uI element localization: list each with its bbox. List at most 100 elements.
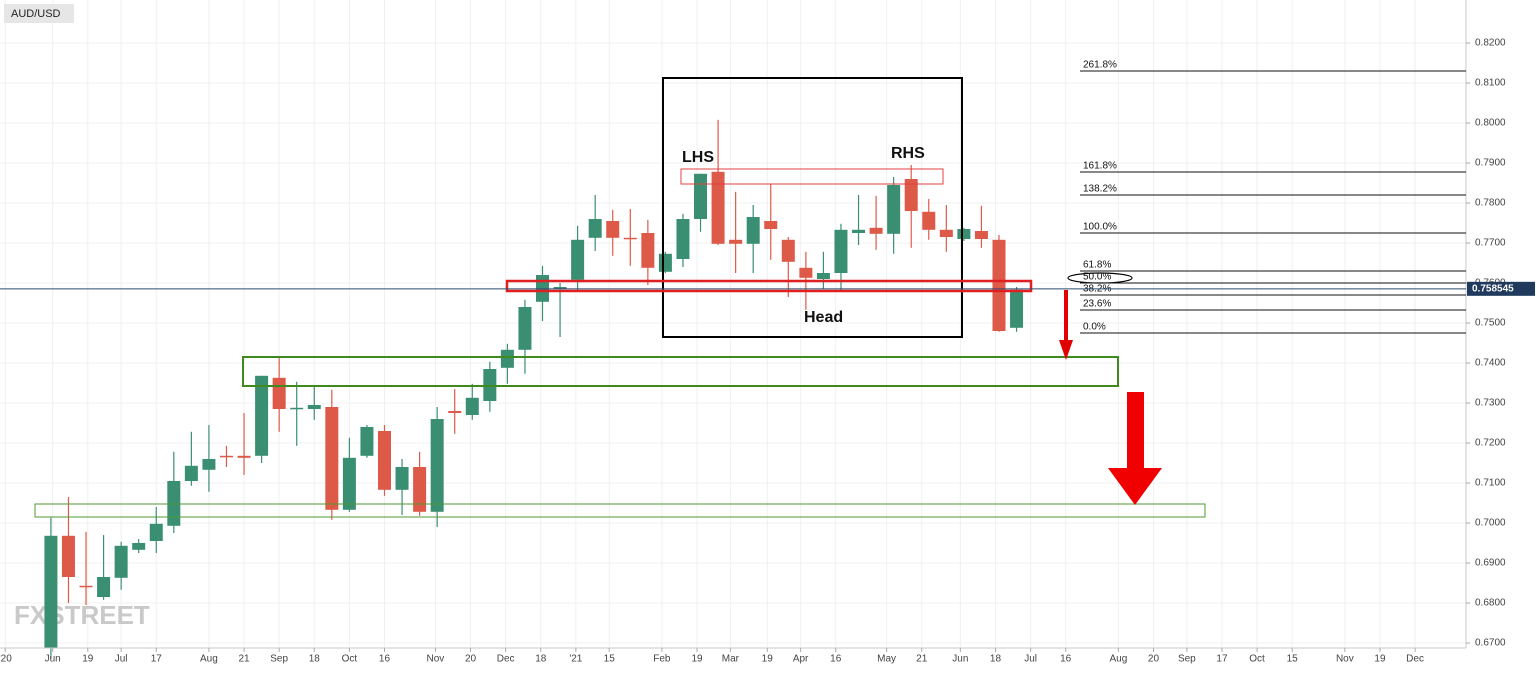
x-tick-label: 17 (151, 654, 163, 665)
candle-body (430, 419, 444, 512)
x-tick-label: 16 (830, 654, 842, 665)
candle-body (781, 239, 795, 262)
candle-body (571, 239, 585, 280)
y-tick-label: 0.6800 (1475, 598, 1506, 609)
candle-body (816, 273, 830, 279)
arrow-head (1108, 468, 1162, 505)
neckline-zone (505, 279, 1033, 293)
candle-body (342, 457, 356, 510)
x-tick-label: 19 (82, 654, 94, 665)
candle-body (114, 545, 128, 578)
x-tick-label: 21 (916, 654, 928, 665)
y-tick-label: 0.8100 (1475, 78, 1506, 89)
arrow-head (1059, 340, 1073, 360)
y-tick-label: 0.8000 (1475, 118, 1506, 129)
candle-body (377, 431, 391, 490)
pattern-box (662, 77, 963, 338)
y-tick-label: 0.7500 (1475, 318, 1506, 329)
y-tick-label: 0.7700 (1475, 238, 1506, 249)
candle-body (132, 543, 146, 550)
x-tick-label: Sep (270, 654, 288, 665)
x-tick-label: Apr (793, 654, 809, 665)
candle-body (167, 481, 181, 526)
x-tick-label: Jul (1024, 654, 1037, 665)
candle-body (290, 407, 304, 410)
candle-body (887, 185, 901, 234)
candle-body (149, 523, 163, 541)
chart-title: AUD/USD (11, 8, 61, 20)
support-zone (242, 356, 1119, 387)
candle-body (676, 219, 690, 259)
y-tick-label: 0.7100 (1475, 478, 1506, 489)
x-tick-label: Feb (653, 654, 671, 665)
symbol-box (4, 4, 74, 23)
fib-label: 23.6% (1083, 299, 1111, 310)
x-tick-label: Jun (45, 654, 61, 665)
candle-body (219, 455, 233, 458)
annotation: Head (804, 309, 843, 326)
candle-body (325, 407, 339, 510)
candle-body (307, 405, 321, 409)
x-tick-label: Dec (1406, 654, 1424, 665)
candle-body (97, 577, 111, 597)
candle-body (694, 173, 708, 219)
x-tick-label: Jul (115, 654, 128, 665)
fib-label: 161.8% (1083, 161, 1117, 172)
x-tick-label: Aug (1109, 654, 1127, 665)
x-tick-label: 18 (535, 654, 547, 665)
current-price-box (1467, 281, 1535, 296)
candle-body (588, 219, 602, 238)
x-tick-label: 16 (379, 654, 391, 665)
candle-body (711, 171, 725, 244)
candle-body (869, 227, 883, 234)
candle-body (202, 459, 216, 470)
x-tick-label: 16 (1060, 654, 1072, 665)
x-tick-label: 18 (309, 654, 321, 665)
candle-body (237, 455, 251, 458)
candle-body (922, 211, 936, 230)
y-tick-label: 0.8200 (1475, 38, 1506, 49)
shoulder-zone (680, 168, 944, 185)
x-tick-label: Nov (1336, 654, 1354, 665)
fib-label: 0.0% (1083, 322, 1106, 333)
x-tick-label: '21 (569, 654, 582, 665)
candle-body (974, 231, 988, 239)
x-tick-label: Dec (497, 654, 515, 665)
candle-body (1010, 289, 1024, 328)
candle-body (272, 377, 286, 409)
candle-body (658, 253, 672, 272)
candle-body (44, 535, 58, 648)
current-price-label: 0.758545 (1472, 283, 1514, 294)
x-tick-label: 20 (465, 654, 477, 665)
x-tick-label: 15 (604, 654, 616, 665)
x-tick-label: Aug (200, 654, 218, 665)
candle-body (834, 229, 848, 273)
y-tick-label: 0.7300 (1475, 398, 1506, 409)
y-tick-label: 0.7800 (1475, 198, 1506, 209)
x-tick-label: 21 (238, 654, 250, 665)
fib-label: 61.8% (1083, 260, 1111, 271)
candle-body (852, 229, 866, 233)
candle-body (553, 287, 567, 289)
x-tick-label: 19 (1374, 654, 1386, 665)
watermark: FXSTREET (14, 600, 150, 630)
candle-body (500, 349, 514, 368)
candle-body (764, 221, 778, 229)
arrow-shaft (1127, 392, 1144, 470)
candle-body (395, 467, 409, 490)
candle-body (729, 239, 743, 244)
x-tick-label: Oct (1249, 654, 1265, 665)
x-tick-label: '20 (0, 654, 12, 665)
candle-body (623, 237, 637, 240)
candle-body (79, 585, 93, 588)
x-tick-label: Oct (342, 654, 358, 665)
fib-label: 138.2% (1083, 184, 1117, 195)
x-tick-label: 19 (691, 654, 703, 665)
support-zone-lower (34, 503, 1206, 518)
candle-body (606, 221, 620, 238)
candle-body (61, 535, 75, 577)
y-tick-label: 0.7000 (1475, 518, 1506, 529)
candle-body (992, 239, 1006, 331)
